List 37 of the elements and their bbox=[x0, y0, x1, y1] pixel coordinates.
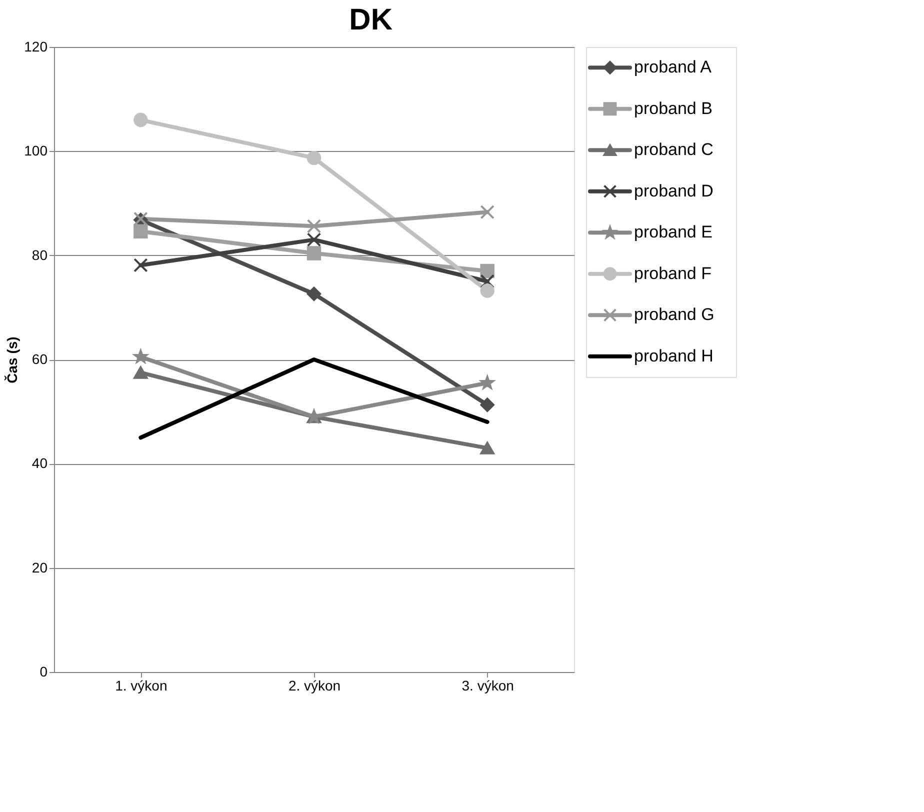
point bbox=[480, 284, 494, 298]
point bbox=[480, 376, 494, 389]
point bbox=[134, 112, 148, 128]
point bbox=[306, 232, 322, 247]
x-tick-label: 2. výkon bbox=[288, 678, 341, 694]
legend-label: proband D bbox=[634, 181, 714, 200]
point bbox=[306, 286, 322, 301]
point bbox=[480, 264, 494, 278]
legend-label: proband G bbox=[634, 305, 714, 324]
x-tick-label: 3. výkon bbox=[462, 678, 514, 694]
point bbox=[134, 366, 148, 379]
point bbox=[480, 274, 494, 288]
point bbox=[306, 246, 322, 260]
legend-label: proband E bbox=[634, 222, 712, 242]
point bbox=[480, 398, 494, 412]
y-tick-label: 20 bbox=[32, 559, 48, 576]
point bbox=[134, 224, 148, 238]
y-axis-title: Čas (s) bbox=[4, 336, 20, 384]
legend-label: proband F bbox=[634, 264, 712, 283]
point bbox=[134, 258, 148, 272]
point bbox=[306, 219, 322, 234]
chart-title: DK bbox=[349, 4, 393, 36]
point bbox=[480, 204, 494, 220]
legend-label: proband H bbox=[634, 346, 714, 366]
y-tick-label: 40 bbox=[32, 455, 48, 472]
y-tick-label: 60 bbox=[32, 351, 48, 367]
x-tick-label: 1. výkon bbox=[115, 678, 168, 694]
y-tick-label: 100 bbox=[24, 142, 48, 159]
y-tick-label: 80 bbox=[32, 246, 48, 263]
y-tick-label: 120 bbox=[24, 38, 48, 54]
legend-label: proband C bbox=[634, 140, 714, 160]
y-tick-label: 0 bbox=[40, 664, 48, 680]
point bbox=[306, 150, 322, 166]
legend-label: proband B bbox=[634, 98, 712, 118]
point bbox=[480, 442, 494, 454]
legend-label: proband A bbox=[634, 58, 712, 77]
point bbox=[134, 350, 148, 363]
